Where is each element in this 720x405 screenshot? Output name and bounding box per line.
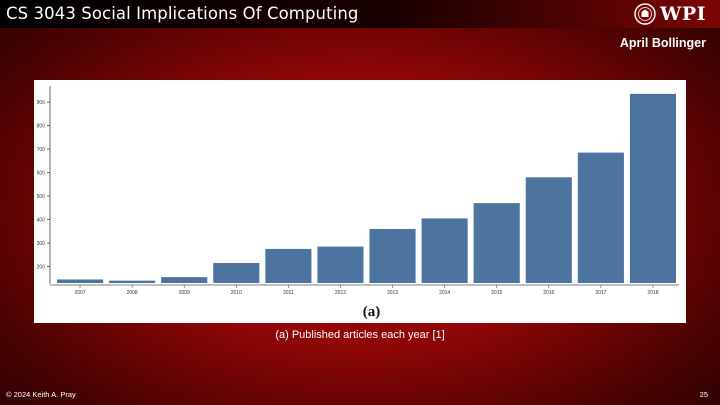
bar-2011 (265, 248, 312, 283)
x-tick-label-2007: 2007 (74, 290, 85, 296)
bar-2007 (56, 279, 104, 283)
y-tick-label: 300 (37, 241, 46, 247)
bar-2014 (421, 218, 468, 283)
x-tick-label-2008: 2008 (127, 290, 138, 296)
figure-caption: (a) Published articles each year [1] (275, 329, 445, 341)
y-tick-label: 700 (37, 147, 46, 153)
x-tick-label-2016: 2016 (543, 290, 554, 296)
page-number: 25 (699, 390, 708, 399)
bar-2010 (213, 263, 260, 283)
x-tick-label-2015: 2015 (491, 290, 502, 296)
x-tick-label-2010: 2010 (231, 290, 242, 296)
y-tick-label: 900 (37, 100, 46, 106)
footer-copyright: © 2024 Keith A. Pray (6, 390, 76, 399)
slide-title: CS 3043 Social Implications Of Computing (6, 4, 359, 23)
x-tick-label-2014: 2014 (439, 290, 450, 296)
bar-2018 (629, 93, 677, 283)
x-tick-label-2009: 2009 (179, 290, 190, 296)
bar-2012 (317, 246, 364, 283)
x-tick-label-2013: 2013 (387, 290, 398, 296)
title-bar: CS 3043 Social Implications Of Computing… (0, 0, 720, 28)
bar-2008 (109, 280, 156, 283)
wpi-seal-icon (634, 3, 656, 25)
wpi-logo: WPI (634, 2, 706, 26)
author-name: April Bollinger (619, 36, 706, 50)
wpi-logo-text: WPI (659, 3, 706, 25)
bar-2009 (161, 277, 208, 283)
bar-2016 (525, 177, 572, 283)
x-tick-label-2012: 2012 (335, 290, 346, 296)
panel-label: (a) (363, 304, 381, 320)
y-tick-label: 400 (37, 218, 46, 224)
y-tick-label: 600 (37, 171, 46, 177)
bar-2013 (369, 228, 416, 283)
x-tick-label-2017: 2017 (595, 290, 606, 296)
x-tick-label-2011: 2011 (283, 290, 294, 296)
y-tick-label: 500 (37, 194, 46, 200)
y-tick-label: 800 (37, 124, 46, 130)
x-tick-label-2018: 2018 (647, 290, 658, 296)
y-tick-label: 200 (37, 265, 46, 271)
chart-figure: 200 300 400 500 600 700 800 900 2007 2008 2009 2010… (34, 80, 686, 323)
bar-2017 (577, 152, 624, 283)
bar-chart: 200 300 400 500 600 700 800 900 2007 2008 2009 2010… (37, 86, 679, 320)
bar-2015 (473, 203, 520, 283)
